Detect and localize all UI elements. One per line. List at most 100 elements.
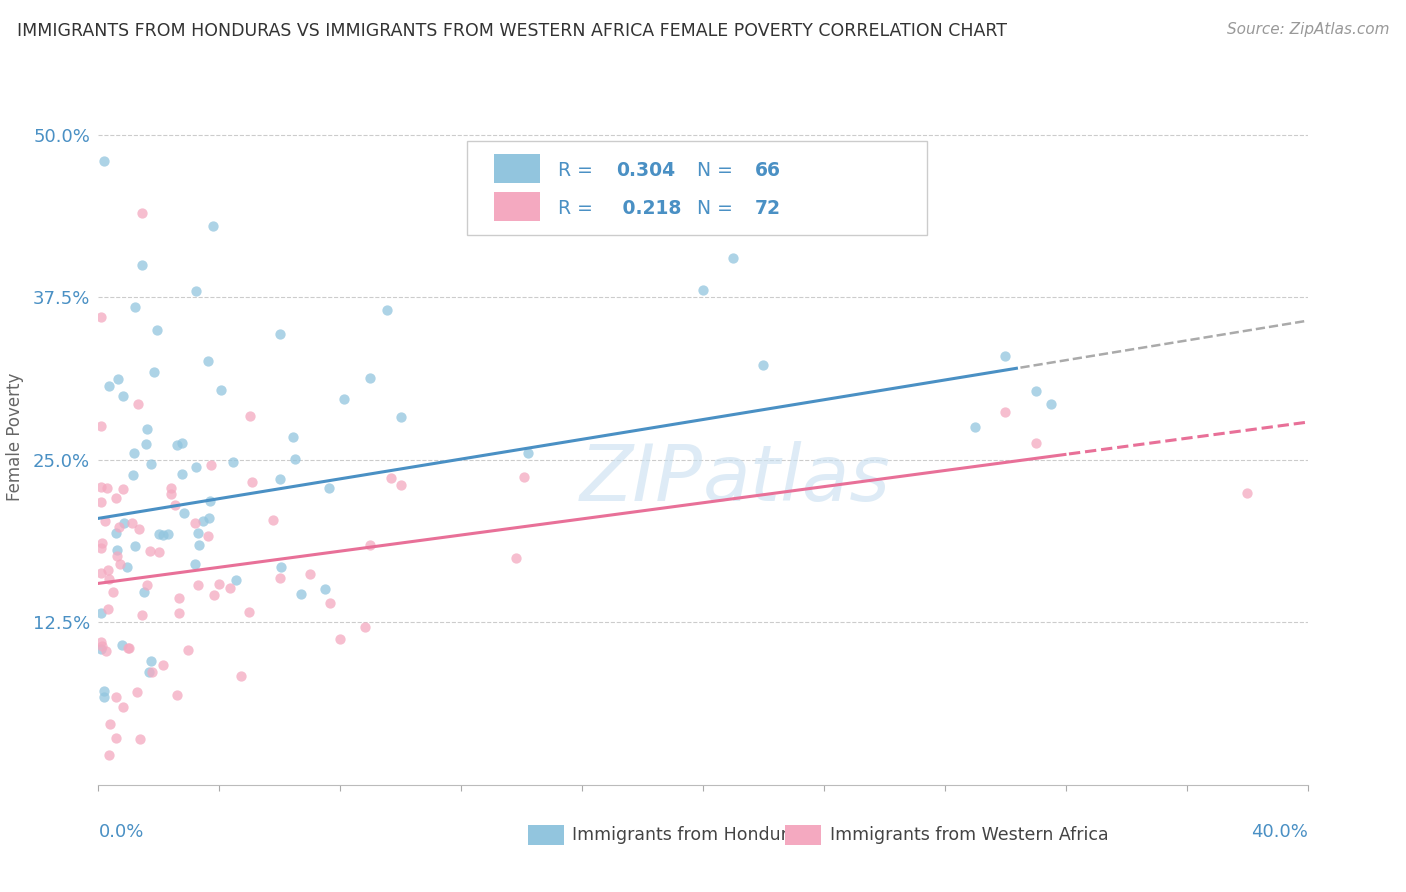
Point bbox=[994, 349, 1017, 363]
Text: 40.0%: 40.0% bbox=[1251, 823, 1308, 841]
Text: IMMIGRANTS FROM HONDURAS VS IMMIGRANTS FROM WESTERN AFRICA FEMALE POVERTY CORREL: IMMIGRANTS FROM HONDURAS VS IMMIGRANTS F… bbox=[17, 22, 1007, 40]
Point bbox=[165, 498, 187, 512]
Point bbox=[360, 538, 382, 552]
Point bbox=[90, 418, 112, 433]
Point bbox=[965, 420, 987, 434]
Point bbox=[131, 607, 153, 622]
Point bbox=[1024, 384, 1046, 399]
Point bbox=[184, 516, 207, 530]
Point bbox=[221, 455, 243, 469]
Point bbox=[284, 452, 307, 467]
Point bbox=[104, 731, 127, 745]
Point bbox=[173, 506, 195, 520]
Point bbox=[262, 513, 284, 527]
Text: atlas: atlas bbox=[703, 441, 891, 516]
Point bbox=[97, 563, 120, 577]
Point bbox=[166, 437, 188, 451]
Text: Source: ZipAtlas.com: Source: ZipAtlas.com bbox=[1226, 22, 1389, 37]
Point bbox=[238, 605, 260, 619]
Point bbox=[117, 640, 139, 655]
Point bbox=[98, 572, 121, 586]
Point bbox=[143, 365, 166, 379]
Point bbox=[111, 638, 134, 652]
Point bbox=[314, 582, 336, 596]
Text: N =: N = bbox=[697, 199, 738, 218]
Text: ZIP: ZIP bbox=[581, 441, 703, 516]
Point bbox=[197, 354, 219, 368]
Point bbox=[124, 300, 146, 314]
Point bbox=[211, 383, 233, 397]
Point bbox=[513, 469, 536, 483]
Point bbox=[127, 396, 149, 410]
Point bbox=[269, 472, 291, 486]
Point bbox=[90, 607, 112, 621]
Point bbox=[118, 640, 141, 655]
Text: N =: N = bbox=[697, 161, 738, 180]
Point bbox=[105, 690, 128, 704]
Point bbox=[184, 557, 207, 571]
Point bbox=[184, 284, 207, 298]
Point bbox=[146, 323, 169, 337]
Point bbox=[115, 560, 138, 574]
Point bbox=[1024, 436, 1046, 450]
Text: R =: R = bbox=[558, 161, 599, 180]
Point bbox=[167, 606, 190, 620]
Point bbox=[90, 635, 112, 649]
Point bbox=[229, 669, 252, 683]
Point bbox=[128, 522, 150, 536]
Point bbox=[281, 430, 304, 444]
Point bbox=[332, 392, 354, 407]
Point bbox=[290, 587, 312, 601]
Point bbox=[193, 514, 215, 528]
Point bbox=[389, 410, 412, 425]
Point bbox=[160, 487, 183, 501]
Point bbox=[91, 535, 114, 549]
Text: 72: 72 bbox=[755, 199, 780, 218]
Point bbox=[360, 370, 382, 384]
Point bbox=[167, 591, 190, 605]
Bar bbox=[494, 154, 540, 183]
Point bbox=[197, 529, 219, 543]
Point bbox=[375, 303, 398, 318]
Point bbox=[91, 639, 114, 653]
Point bbox=[96, 644, 118, 658]
Point bbox=[136, 577, 159, 591]
Point bbox=[269, 571, 291, 585]
Point bbox=[166, 688, 188, 702]
Point bbox=[218, 581, 240, 595]
Text: 0.0%: 0.0% bbox=[98, 823, 143, 841]
Point bbox=[125, 685, 148, 699]
Text: Immigrants from Western Africa: Immigrants from Western Africa bbox=[830, 826, 1108, 844]
Point bbox=[98, 717, 121, 731]
Point bbox=[994, 405, 1017, 419]
Point bbox=[111, 482, 134, 496]
Point bbox=[329, 632, 352, 646]
Point bbox=[138, 544, 160, 558]
Point bbox=[139, 457, 162, 471]
Point bbox=[201, 219, 224, 233]
Point bbox=[131, 206, 153, 220]
Point bbox=[90, 310, 112, 324]
Point bbox=[1039, 397, 1062, 411]
Point bbox=[105, 549, 128, 563]
Point bbox=[152, 658, 174, 673]
Point bbox=[90, 480, 112, 494]
Point bbox=[103, 585, 125, 599]
Point bbox=[105, 491, 128, 505]
Point bbox=[1236, 485, 1258, 500]
Bar bbox=[785, 824, 821, 846]
Bar bbox=[494, 192, 540, 221]
Point bbox=[269, 326, 291, 341]
Point bbox=[135, 436, 157, 450]
Point bbox=[90, 642, 112, 657]
Point bbox=[148, 527, 170, 541]
Point bbox=[138, 665, 160, 679]
Point bbox=[131, 258, 153, 272]
Text: R =: R = bbox=[558, 199, 599, 218]
Point bbox=[208, 576, 231, 591]
Point bbox=[299, 567, 322, 582]
Point bbox=[105, 543, 128, 558]
Point bbox=[380, 471, 402, 485]
Point bbox=[96, 481, 118, 495]
Point bbox=[202, 588, 225, 602]
